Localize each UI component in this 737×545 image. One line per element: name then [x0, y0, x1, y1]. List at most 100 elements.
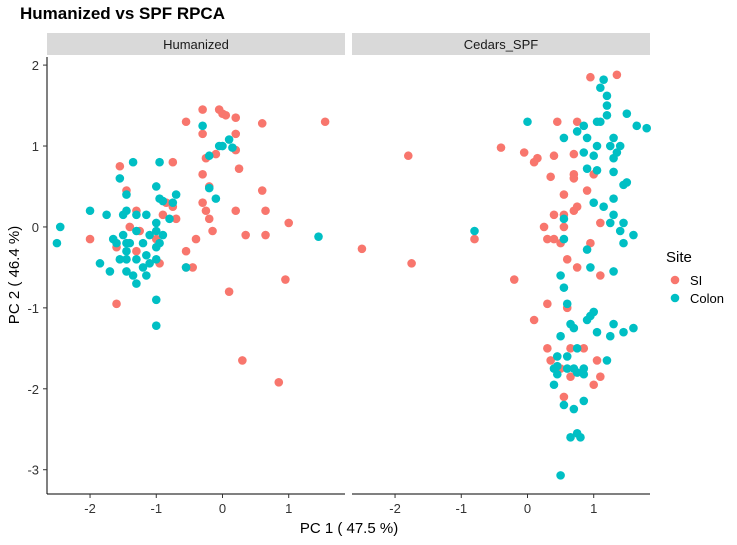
data-point-si [231, 206, 241, 216]
data-point-colon [579, 121, 589, 131]
data-point-si [168, 157, 178, 167]
data-point-si [181, 246, 191, 256]
legend-label-colon: Colon [690, 291, 724, 306]
data-point-si [261, 206, 270, 216]
data-point-colon [132, 226, 141, 236]
data-point-colon [609, 167, 618, 177]
data-point-si [198, 170, 207, 179]
data-point-colon [589, 151, 599, 161]
data-point-si [231, 113, 241, 122]
x-tick-label: -1 [455, 501, 467, 516]
data-point-colon [609, 267, 618, 276]
data-point-si [569, 206, 579, 216]
data-point-colon [198, 121, 207, 131]
data-point-colon [102, 210, 111, 220]
data-point-colon [552, 369, 562, 379]
data-point-si [191, 234, 201, 244]
data-point-si [224, 287, 234, 296]
y-tick-label: -1 [27, 301, 39, 316]
data-point-colon [599, 202, 608, 212]
data-point-colon [158, 230, 168, 240]
data-point-colon [314, 232, 323, 241]
facet-strips: Humanized Cedars_SPF [47, 33, 650, 55]
data-point-colon [95, 259, 105, 268]
data-point-colon [165, 214, 174, 224]
data-point-colon [132, 279, 141, 288]
data-point-colon [228, 143, 237, 152]
data-point-si [198, 198, 207, 207]
data-point-colon [629, 230, 638, 240]
data-point-si [208, 226, 217, 236]
data-point-colon [112, 238, 121, 248]
data-point-colon [122, 246, 131, 256]
data-point-colon [576, 433, 585, 442]
y-tick-label: -2 [27, 382, 39, 397]
data-point-si [198, 129, 207, 139]
data-point-si [596, 372, 605, 381]
data-point-colon [168, 198, 178, 207]
data-point-colon [204, 151, 214, 161]
data-point-si [543, 234, 552, 244]
data-point-colon [562, 352, 572, 361]
data-point-si [569, 174, 579, 183]
data-point-colon [642, 123, 651, 133]
data-point-colon [128, 271, 138, 280]
data-point-colon [151, 242, 161, 252]
data-point-si [509, 275, 519, 284]
data-point-colon [559, 214, 569, 224]
data-point-colon [181, 263, 191, 272]
data-point-colon [115, 255, 125, 264]
data-point-colon [609, 133, 618, 143]
data-point-colon [605, 331, 615, 341]
data-point-colon [589, 198, 599, 207]
data-point-colon [615, 226, 625, 236]
data-point-colon [582, 315, 592, 325]
data-point-si [579, 344, 589, 353]
data-point-colon [579, 396, 589, 406]
data-point-colon [592, 141, 602, 151]
data-point-colon [619, 238, 628, 248]
data-point-colon [569, 323, 579, 333]
data-point-colon [132, 255, 141, 264]
facet-strip-label: Humanized [163, 37, 229, 52]
data-point-si [539, 222, 549, 232]
data-point-si [552, 117, 562, 127]
data-point-si [612, 70, 622, 80]
data-point-colon [619, 180, 628, 190]
data-point-colon [605, 141, 615, 151]
data-point-si [572, 117, 582, 127]
data-point-si [543, 344, 552, 353]
data-point-si [546, 356, 555, 365]
data-point-colon [118, 210, 128, 220]
data-point-colon [556, 471, 565, 480]
data-point-colon [118, 230, 128, 240]
data-point-si [231, 129, 241, 139]
data-point-colon [562, 364, 572, 373]
data-point-colon [145, 230, 154, 240]
data-point-si [403, 151, 413, 161]
data-point-colon [629, 323, 638, 333]
data-point-colon [214, 141, 224, 151]
facet-strip [352, 33, 650, 55]
data-point-si [188, 263, 197, 272]
data-point-colon [609, 194, 618, 203]
data-points [52, 70, 651, 480]
data-point-si [529, 315, 539, 325]
data-point-colon [619, 218, 628, 228]
data-point-si [596, 271, 605, 280]
data-point-colon [596, 83, 605, 93]
y-tick-label: 2 [32, 58, 39, 73]
legend-title: Site [666, 249, 692, 266]
data-point-si [257, 186, 267, 195]
data-point-si [211, 149, 221, 159]
data-point-colon [572, 344, 582, 353]
x-tick-label: 1 [590, 501, 597, 516]
data-point-colon [122, 190, 131, 199]
data-point-colon [619, 327, 628, 337]
data-point-si [201, 206, 211, 216]
data-point-si [171, 214, 181, 224]
data-point-si [238, 356, 247, 365]
data-point-colon [138, 238, 148, 248]
x-tick-label: 1 [285, 501, 292, 516]
y-tick-label: 0 [32, 220, 39, 235]
